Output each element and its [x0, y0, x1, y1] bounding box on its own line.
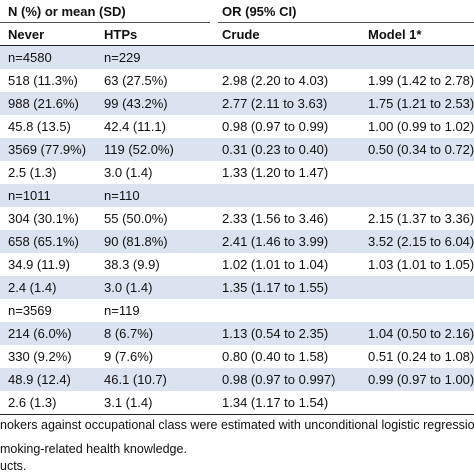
cell-never: 48.9 (12.4) [8, 372, 71, 387]
cell-never: 2.4 (1.4) [8, 280, 57, 295]
cell-never: 45.8 (13.5) [8, 119, 71, 134]
header-col-htps: HTPs [104, 27, 138, 42]
cell-crude: 0.31 (0.23 to 0.40) [222, 142, 329, 157]
cell-crude: 2.98 (2.20 to 4.03) [222, 73, 329, 88]
cell-htps: 55 (50.0%) [104, 211, 168, 226]
cell-htps: 8 (6.7%) [104, 326, 154, 341]
footnote-line: ucts. [0, 459, 27, 473]
table-bottom-rule [0, 414, 474, 415]
cell-htps: 46.1 (10.7) [104, 372, 167, 387]
header-group-count: N (%) or mean (SD) [8, 4, 126, 19]
cell-crude: 2.77 (2.11 to 3.63) [222, 96, 328, 111]
cell-crude: 0.80 (0.40 to 1.58) [222, 349, 329, 364]
cell-htps: 3.0 (1.4) [104, 280, 153, 295]
cell-never: 3569 (77.9%) [8, 142, 87, 157]
cell-htps: n=110 [104, 188, 140, 203]
table-row: 2.4 (1.4) 3.0 (1.4) 1.35 (1.17 to 1.55) [0, 276, 474, 299]
cell-htps: 3.0 (1.4) [104, 165, 153, 180]
table-row: n=1011 n=110 [0, 184, 474, 207]
table-row: n=4580 n=229 [0, 46, 474, 69]
table-row: 518 (11.3%) 63 (27.5%) 2.98 (2.20 to 4.0… [0, 69, 474, 92]
cell-never: n=1011 [8, 188, 51, 203]
table-row: 658 (65.1%) 90 (81.8%) 2.41 (1.46 to 3.9… [0, 230, 474, 253]
cell-crude: 1.02 (1.01 to 1.04) [222, 257, 329, 272]
cell-crude: 0.98 (0.97 to 0.997) [222, 372, 336, 387]
cell-never: 988 (21.6%) [8, 96, 79, 111]
cell-htps: 38.3 (9.9) [104, 257, 160, 272]
table-row: n=3569 n=119 [0, 299, 474, 322]
cell-model1: 0.50 (0.34 to 0.72) [368, 142, 474, 157]
table-row: 3569 (77.9%) 119 (52.0%) 0.31 (0.23 to 0… [0, 138, 474, 161]
cell-crude: 1.35 (1.17 to 1.55) [222, 280, 329, 295]
header-col-never: Never [8, 27, 45, 42]
header-bottom-rule [0, 45, 474, 46]
footnote-line: nokers against occupational class were e… [0, 418, 474, 432]
table-row: 2.5 (1.3) 3.0 (1.4) 1.33 (1.20 to 1.47) [0, 161, 474, 184]
table-row: 988 (21.6%) 99 (43.2%) 2.77 (2.11 to 3.6… [0, 92, 474, 115]
cell-model1: 1.99 (1.42 to 2.78) [368, 73, 474, 88]
cell-model1: 1.75 (1.21 to 2.53) [368, 96, 474, 111]
cell-crude: 1.34 (1.17 to 1.54) [222, 395, 329, 410]
cell-never: 658 (65.1%) [8, 234, 79, 249]
header-group-or: OR (95% CI) [222, 4, 297, 19]
cell-model1: 1.00 (0.99 to 1.02) [368, 119, 474, 134]
table-row: 214 (6.0%) 8 (6.7%) 1.13 (0.54 to 2.35) … [0, 322, 474, 345]
header-span-rule-count [0, 22, 210, 23]
header-col-crude: Crude [222, 27, 260, 42]
header-group-row: N (%) or mean (SD) OR (95% CI) [0, 0, 474, 23]
cell-never: 2.6 (1.3) [8, 395, 57, 410]
cell-model1: 0.51 (0.24 to 1.08) [368, 349, 474, 364]
cell-htps: 63 (27.5%) [104, 73, 168, 88]
cell-model1: 1.03 (1.01 to 1.05) [368, 257, 474, 272]
footnote-line: moking-related health knowledge. [0, 442, 187, 456]
cell-crude: 2.41 (1.46 to 3.99) [222, 234, 329, 249]
cell-htps: 3.1 (1.4) [104, 395, 153, 410]
cell-htps: 90 (81.8%) [104, 234, 168, 249]
cell-crude: 1.33 (1.20 to 1.47) [222, 165, 329, 180]
cell-model1: 1.04 (0.50 to 2.16) [368, 326, 474, 341]
cell-htps: 9 (7.6%) [104, 349, 154, 364]
cell-htps: 99 (43.2%) [104, 96, 168, 111]
cell-never: 34.9 (11.9) [8, 257, 70, 272]
cell-never: 330 (9.2%) [8, 349, 72, 364]
cell-never: 2.5 (1.3) [8, 165, 57, 180]
cell-crude: 2.33 (1.56 to 3.46) [222, 211, 329, 226]
cell-htps: n=229 [104, 50, 141, 65]
table-row: 2.6 (1.3) 3.1 (1.4) 1.34 (1.17 to 1.54) [0, 391, 474, 414]
cell-model1: 3.52 (2.15 to 6.04) [368, 234, 474, 249]
cell-model1: 0.99 (0.97 to 1.00) [368, 372, 474, 387]
table-row: 45.8 (13.5) 42.4 (11.1) 0.98 (0.97 to 0.… [0, 115, 474, 138]
cell-never: n=4580 [8, 50, 52, 65]
table-row: 48.9 (12.4) 46.1 (10.7) 0.98 (0.97 to 0.… [0, 368, 474, 391]
cell-crude: 1.13 (0.54 to 2.35) [222, 326, 329, 341]
header-col-model1: Model 1* [368, 27, 422, 42]
cell-crude: 0.98 (0.97 to 0.99) [222, 119, 329, 134]
table-row: 330 (9.2%) 9 (7.6%) 0.80 (0.40 to 1.58) … [0, 345, 474, 368]
cell-never: 214 (6.0%) [8, 326, 72, 341]
cell-never: 518 (11.3%) [8, 73, 78, 88]
cell-htps: 42.4 (11.1) [104, 119, 166, 134]
table-row: 304 (30.1%) 55 (50.0%) 2.33 (1.56 to 3.4… [0, 207, 474, 230]
cell-htps: 119 (52.0%) [104, 142, 174, 157]
header-span-rule-or [218, 22, 474, 23]
cell-htps: n=119 [104, 303, 140, 318]
cell-never: 304 (30.1%) [8, 211, 79, 226]
table-row: 34.9 (11.9) 38.3 (9.9) 1.02 (1.01 to 1.0… [0, 253, 474, 276]
cell-never: n=3569 [8, 303, 52, 318]
header-column-row: Never HTPs Crude Model 1* [0, 23, 474, 46]
cell-model1: 2.15 (1.37 to 3.36) [368, 211, 474, 226]
